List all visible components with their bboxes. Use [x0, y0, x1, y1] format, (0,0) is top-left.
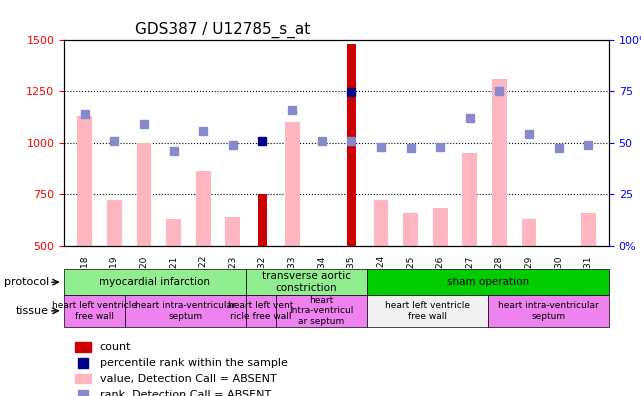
- Text: heart left vent
ricle free wall: heart left vent ricle free wall: [228, 301, 294, 320]
- Bar: [258, 194, 267, 246]
- FancyBboxPatch shape: [367, 295, 488, 327]
- FancyBboxPatch shape: [276, 295, 367, 327]
- Bar: [75, 342, 92, 352]
- Bar: [433, 208, 447, 246]
- Text: percentile rank within the sample: percentile rank within the sample: [99, 358, 287, 368]
- Text: tissue: tissue: [16, 306, 49, 316]
- FancyBboxPatch shape: [246, 295, 276, 327]
- Text: value, Detection Call = ABSENT: value, Detection Call = ABSENT: [99, 374, 276, 384]
- FancyBboxPatch shape: [64, 269, 246, 295]
- Bar: [492, 79, 507, 246]
- Text: rank, Detection Call = ABSENT: rank, Detection Call = ABSENT: [99, 390, 271, 396]
- Bar: [137, 143, 151, 246]
- Text: heart intra-ventricular
septum: heart intra-ventricular septum: [135, 301, 235, 320]
- Bar: [285, 122, 299, 246]
- Text: GDS387 / U12785_s_at: GDS387 / U12785_s_at: [135, 22, 310, 38]
- FancyBboxPatch shape: [488, 295, 609, 327]
- Bar: [403, 213, 418, 246]
- Bar: [347, 44, 356, 246]
- Text: protocol: protocol: [4, 277, 49, 287]
- Text: heart
intra-ventricul
ar septum: heart intra-ventricul ar septum: [289, 296, 354, 326]
- FancyBboxPatch shape: [367, 269, 609, 295]
- Text: transverse aortic
constriction: transverse aortic constriction: [262, 271, 351, 293]
- Bar: [107, 200, 122, 246]
- Bar: [581, 213, 595, 246]
- Text: heart left ventricle
free wall: heart left ventricle free wall: [52, 301, 137, 320]
- FancyBboxPatch shape: [64, 295, 124, 327]
- Bar: [196, 171, 211, 246]
- FancyBboxPatch shape: [124, 295, 246, 327]
- Text: myocardial infarction: myocardial infarction: [99, 277, 210, 287]
- Bar: [522, 219, 537, 246]
- Bar: [166, 219, 181, 246]
- Bar: [78, 116, 92, 246]
- Text: count: count: [99, 342, 131, 352]
- Bar: [462, 153, 477, 246]
- Text: heart intra-ventricular
septum: heart intra-ventricular septum: [498, 301, 599, 320]
- FancyBboxPatch shape: [246, 269, 367, 295]
- Text: heart left ventricle
free wall: heart left ventricle free wall: [385, 301, 470, 320]
- Bar: [374, 200, 388, 246]
- Bar: [75, 374, 92, 383]
- Bar: [226, 217, 240, 246]
- Text: sham operation: sham operation: [447, 277, 529, 287]
